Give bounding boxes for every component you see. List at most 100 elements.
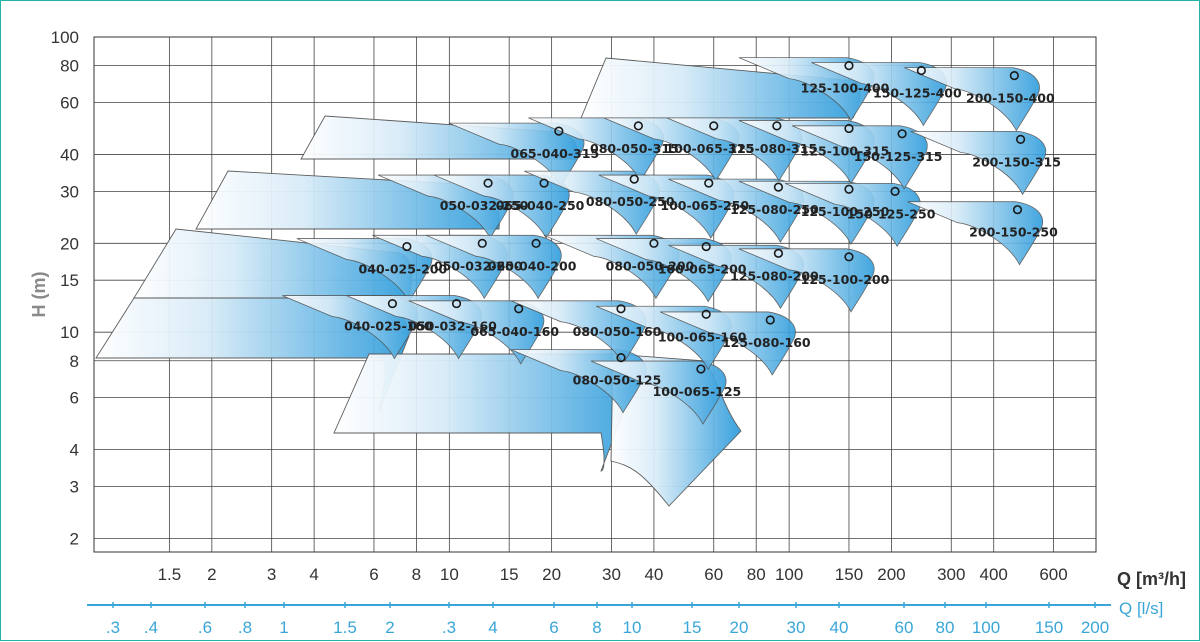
y-tick-label: 40: [60, 145, 79, 164]
x-tick-label: 3: [267, 565, 276, 584]
secondary-tick-label: 150: [1035, 618, 1063, 637]
pump-model-label: 080-050-250: [586, 194, 675, 209]
pump-model-label: 125-080-250: [730, 202, 819, 217]
secondary-tick-label: 40: [830, 618, 849, 637]
pump-model-label: 100-065-315: [665, 141, 754, 156]
bep-marker: [897, 129, 907, 139]
pump-model-label: 040-025-160: [344, 319, 433, 334]
y-tick-label: 20: [60, 234, 79, 253]
pump-curve-area: [590, 360, 727, 425]
pump-curve-area: [738, 248, 875, 313]
bep-marker: [531, 238, 541, 248]
pump-curve-area: [660, 311, 796, 376]
y-tick-label: 100: [51, 28, 79, 47]
x-tick-label: 200: [877, 565, 905, 584]
pump-model-label: 125-080-160: [722, 335, 811, 350]
pump-model-label: 150-125-400: [873, 86, 962, 101]
performance-areas: [95, 57, 1047, 507]
pump-model-label: 065-040-200: [488, 258, 577, 273]
y-tick-label: 4: [70, 441, 79, 460]
secondary-tick-label: 60: [895, 618, 914, 637]
y-axis-title: H (m): [29, 272, 49, 318]
bep-marker: [514, 304, 524, 314]
secondary-tick-label: 8: [592, 618, 601, 637]
pump-model-label: 200-150-315: [972, 154, 1061, 169]
bep-marker: [844, 123, 854, 134]
curve-labels: 040-025-160 040-025-200 050-032-160 050-032…: [344, 61, 1061, 399]
pump-model-label: 125-080-315: [729, 141, 818, 156]
secondary-tick-label: 6: [549, 618, 558, 637]
x-tick-label: 40: [644, 565, 663, 584]
secondary-tick-label: 100: [972, 618, 1000, 637]
bep-marker: [402, 241, 412, 252]
pump-model-label: 100-065-250: [660, 198, 749, 213]
y-tick-label: 10: [60, 323, 79, 342]
bep-marker: [709, 121, 719, 131]
bep-marker: [701, 309, 711, 319]
bep-marker: [539, 178, 549, 188]
bep-marker: [844, 61, 854, 71]
x-tick-label: 1.5: [158, 565, 182, 584]
x-tick-label: 2: [207, 565, 216, 584]
bep-marker: [773, 248, 784, 258]
pump-curve-area: [784, 182, 921, 248]
x-tick-label: 60: [704, 565, 723, 584]
secondary-tick-label: 80: [936, 618, 955, 637]
x-tick-label: 8: [412, 565, 421, 584]
x-tick-label: 150: [835, 565, 863, 584]
secondary-tick-label: .6: [198, 618, 212, 637]
pump-model-label: 200-150-400: [966, 91, 1055, 106]
x-tick-label: 30: [602, 565, 621, 584]
pump-curve-area: [907, 201, 1043, 266]
y-tick-label: 2: [70, 529, 79, 548]
bep-marker: [696, 364, 706, 374]
x-tick-label: 400: [980, 565, 1008, 584]
bep-marker: [629, 174, 639, 184]
secondary-tick-label: 4: [488, 618, 497, 637]
secondary-tick-label: 10: [623, 618, 642, 637]
pump-model-label: 080-050-160: [573, 324, 662, 339]
pump-model-label: 080-050-315: [590, 141, 679, 156]
bep-marker: [916, 65, 926, 76]
pump-model-label: 065-040-250: [496, 198, 585, 213]
pump-model-label: 050-032-200: [434, 258, 523, 273]
secondary-tick-label: 1.5: [333, 618, 357, 637]
bep-marker: [616, 304, 626, 314]
pump-curve-area: [425, 234, 562, 300]
secondary-tick-label: .3: [442, 618, 456, 637]
y-tick-label: 80: [60, 57, 79, 76]
secondary-tick-label: 2: [385, 618, 394, 637]
x-tick-label: 20: [542, 565, 561, 584]
bep-marker: [451, 298, 462, 309]
x-tick-label: 600: [1039, 565, 1067, 584]
plot-border: [93, 36, 1097, 553]
x-tick-label: 15: [500, 565, 519, 584]
x-axis-title: Q [m³/h]: [1117, 569, 1186, 589]
pump-model-label: 125-080-200: [730, 268, 819, 283]
x-tick-label: 4: [309, 565, 318, 584]
bep-marker: [844, 184, 854, 194]
bep-marker: [772, 121, 782, 131]
bep-marker: [765, 315, 775, 325]
x-tick-label: 100: [775, 565, 803, 584]
y-tick-label: 60: [60, 93, 79, 112]
x-tick-label: 300: [937, 565, 965, 584]
pump-model-label: 150-125-250: [847, 206, 936, 221]
pump-model-label: 080-050-125: [573, 373, 662, 388]
pump-model-label: 080-050-200: [606, 258, 695, 273]
bep-marker: [387, 298, 398, 309]
secondary-tick-label: 15: [683, 618, 702, 637]
secondary-tick-label: .3: [106, 618, 120, 637]
x-tick-label: 6: [369, 565, 378, 584]
bep-marker: [701, 241, 711, 252]
pump-model-label: 065-040-160: [470, 324, 559, 339]
pump-model-label: 100-065-160: [658, 329, 747, 344]
pump-model-label: 150-125-315: [854, 149, 943, 164]
bep-marker: [704, 178, 714, 188]
pump-model-label: 040-025-200: [359, 262, 448, 277]
y-tick-label: 15: [60, 271, 79, 290]
secondary-tick-label: 20: [730, 618, 749, 637]
pump-model-label: 125-100-315: [801, 143, 890, 158]
